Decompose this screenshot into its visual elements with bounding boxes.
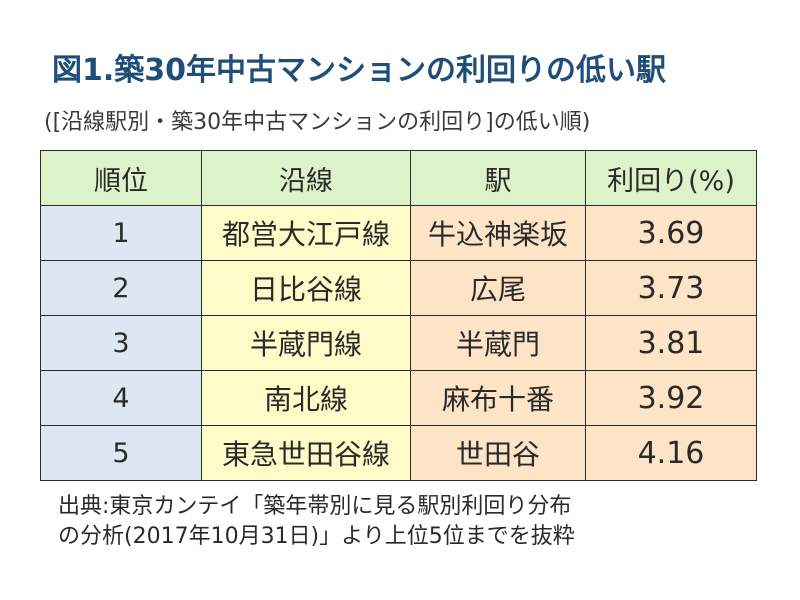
- line-cell: 日比谷線: [201, 260, 411, 316]
- chart-title: 図1.築30年中古マンションの利回りの低い駅: [52, 53, 667, 88]
- station-cell: 世田谷: [410, 425, 586, 481]
- header-line: 沿線: [201, 150, 411, 206]
- line-cell: 南北線: [201, 370, 411, 426]
- source-line-2: の分析(2017年10月31日)」より上位5位までを抜粋: [58, 524, 575, 549]
- table-row: 4 南北線 麻布十番 3.92: [40, 370, 757, 426]
- yield-cell: 3.92: [585, 370, 757, 426]
- yield-cell: 3.73: [585, 260, 757, 316]
- header-station: 駅: [410, 150, 586, 206]
- yield-cell: 3.69: [585, 205, 757, 261]
- station-cell: 広尾: [410, 260, 586, 316]
- table-row: 1 都営大江戸線 牛込神楽坂 3.69: [40, 205, 757, 261]
- station-cell: 麻布十番: [410, 370, 586, 426]
- line-cell: 都営大江戸線: [201, 205, 411, 261]
- table-header-row: 順位 沿線 駅 利回り(%): [40, 150, 757, 206]
- table-row: 2 日比谷線 広尾 3.73: [40, 260, 757, 316]
- rank-cell: 4: [40, 370, 202, 426]
- yield-ranking-table: 順位 沿線 駅 利回り(%) 1 都営大江戸線 牛込神楽坂 3.69 2 日比谷…: [40, 150, 757, 481]
- source-line-1: 出典:東京カンテイ「築年帯別に見る駅別利回り分布: [58, 494, 572, 519]
- yield-cell: 4.16: [585, 425, 757, 481]
- table-row: 3 半蔵門線 半蔵門 3.81: [40, 315, 757, 371]
- rank-cell: 2: [40, 260, 202, 316]
- yield-cell: 3.81: [585, 315, 757, 371]
- table-row: 5 東急世田谷線 世田谷 4.16: [40, 425, 757, 481]
- rank-cell: 5: [40, 425, 202, 481]
- station-cell: 半蔵門: [410, 315, 586, 371]
- rank-cell: 1: [40, 205, 202, 261]
- line-cell: 半蔵門線: [201, 315, 411, 371]
- line-cell: 東急世田谷線: [201, 425, 411, 481]
- header-rank: 順位: [40, 150, 202, 206]
- chart-subtitle: ([沿線駅別・築30年中古マンションの利回り]の低い順): [44, 110, 591, 135]
- rank-cell: 3: [40, 315, 202, 371]
- source-note: 出典:東京カンテイ「築年帯別に見る駅別利回り分布 の分析(2017年10月31日…: [58, 492, 758, 552]
- station-cell: 牛込神楽坂: [410, 205, 586, 261]
- header-yield: 利回り(%): [585, 150, 757, 206]
